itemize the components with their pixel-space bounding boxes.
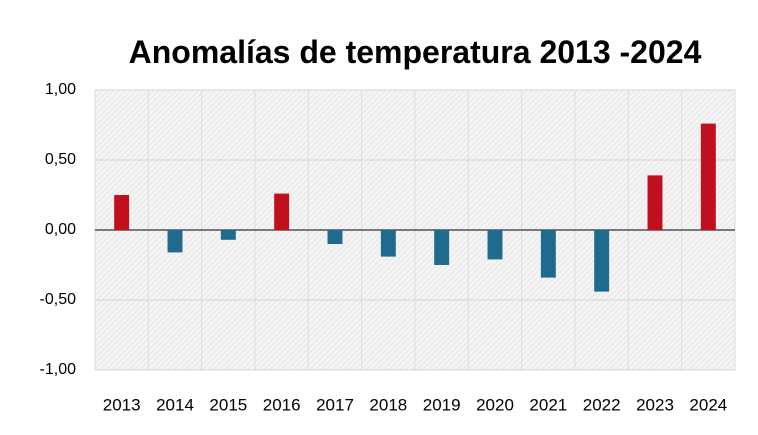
bar (434, 230, 450, 265)
bar (594, 230, 610, 292)
bar (380, 230, 396, 257)
x-tick-label: 2019 (423, 395, 461, 414)
bar (327, 230, 343, 244)
x-tick-label: 2022 (583, 395, 621, 414)
x-tick-label: 2015 (209, 395, 247, 414)
y-tick-label: -0,50 (40, 291, 77, 308)
x-tick-label: 2020 (476, 395, 514, 414)
bar (647, 175, 663, 230)
bar (274, 193, 290, 230)
bar (167, 230, 183, 253)
y-tick-label: -1,00 (40, 361, 77, 378)
x-tick-label: 2023 (636, 395, 674, 414)
x-tick-label: 2013 (103, 395, 141, 414)
bar (700, 123, 716, 230)
x-tick-label: 2016 (263, 395, 301, 414)
bar (540, 230, 556, 278)
bar (220, 230, 236, 240)
y-tick-label: 0,00 (45, 221, 76, 238)
x-tick-label: 2014 (156, 395, 194, 414)
y-tick-label: 0,50 (45, 151, 76, 168)
bar (487, 230, 503, 260)
bar (114, 195, 130, 230)
chart-title: Anomalías de temperatura 2013 -2024 (128, 34, 702, 70)
x-tick-label: 2024 (689, 395, 727, 414)
x-tick-label: 2017 (316, 395, 354, 414)
x-tick-label: 2018 (369, 395, 407, 414)
y-tick-label: 1,00 (45, 81, 76, 98)
x-tick-label: 2021 (529, 395, 567, 414)
